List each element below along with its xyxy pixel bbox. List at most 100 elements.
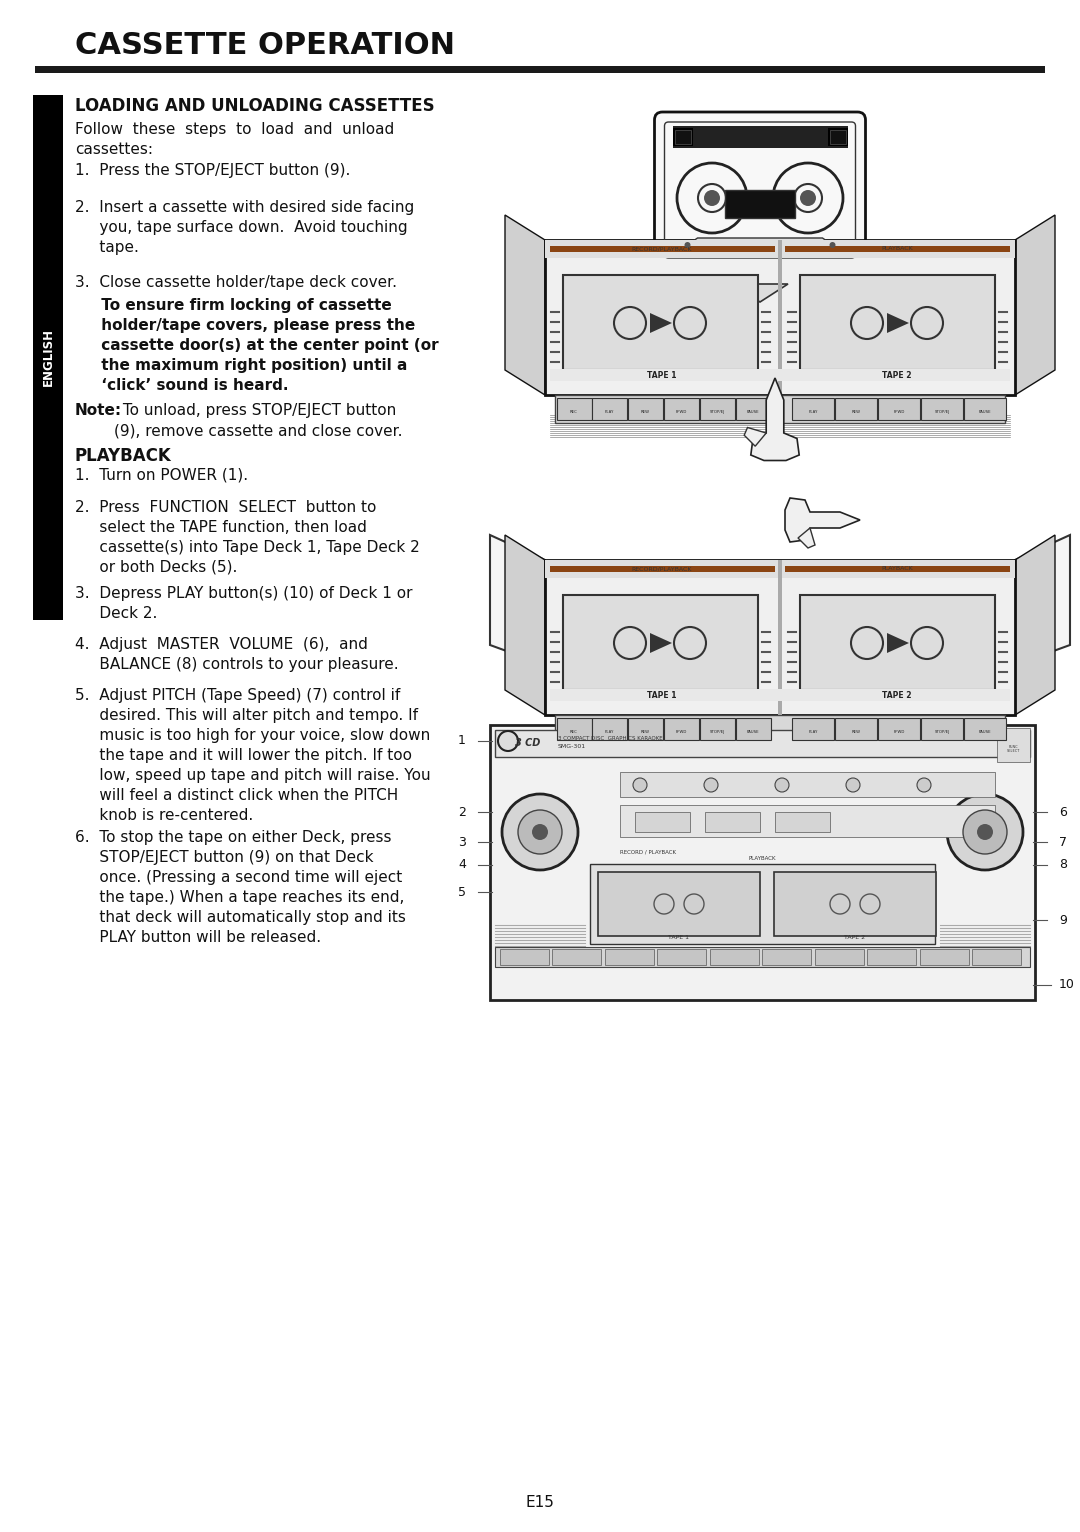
Bar — [878, 719, 920, 740]
Bar — [500, 948, 549, 965]
Text: 6: 6 — [1059, 806, 1067, 818]
Text: cassettes:: cassettes: — [75, 142, 153, 156]
Bar — [835, 398, 877, 420]
Text: BALANCE (8) controls to your pleasure.: BALANCE (8) controls to your pleasure. — [75, 657, 399, 673]
Text: 2: 2 — [458, 806, 465, 818]
Bar — [829, 130, 846, 144]
Text: PLAYBACK: PLAYBACK — [881, 567, 913, 571]
Bar — [673, 126, 848, 149]
Text: Follow  these  steps  to  load  and  unload: Follow these steps to load and unload — [75, 123, 394, 136]
Text: desired. This will alter pitch and tempo. If: desired. This will alter pitch and tempo… — [75, 708, 418, 723]
Text: FFWD: FFWD — [675, 731, 687, 734]
Bar — [835, 719, 877, 740]
Bar — [620, 804, 995, 836]
Text: REW: REW — [851, 731, 861, 734]
Text: 3.  Close cassette holder/tape deck cover.: 3. Close cassette holder/tape deck cover… — [75, 276, 397, 290]
Text: 2.  Press  FUNCTION  SELECT  button to: 2. Press FUNCTION SELECT button to — [75, 499, 376, 515]
Bar — [590, 864, 935, 944]
Circle shape — [775, 778, 789, 792]
Text: 10: 10 — [1059, 979, 1075, 991]
Text: 1.  Turn on POWER (1).: 1. Turn on POWER (1). — [75, 467, 248, 483]
Bar — [592, 398, 627, 420]
Circle shape — [518, 810, 562, 853]
Bar — [495, 947, 1030, 967]
Text: music is too high for your voice, slow down: music is too high for your voice, slow d… — [75, 728, 430, 743]
Polygon shape — [650, 313, 672, 332]
Circle shape — [502, 794, 578, 870]
Text: PAUSE: PAUSE — [978, 411, 991, 414]
Polygon shape — [1015, 535, 1070, 665]
Text: 3.  Depress PLAY button(s) (10) of Deck 1 or: 3. Depress PLAY button(s) (10) of Deck 1… — [75, 587, 413, 601]
Text: 2.  Insert a cassette with desired side facing: 2. Insert a cassette with desired side f… — [75, 201, 415, 214]
FancyBboxPatch shape — [654, 112, 865, 268]
Text: STOP/EJ: STOP/EJ — [934, 411, 949, 414]
Bar — [827, 129, 848, 146]
Text: PLAY: PLAY — [808, 731, 818, 734]
Bar — [557, 398, 592, 420]
Polygon shape — [490, 535, 545, 665]
Text: FFWD: FFWD — [675, 411, 687, 414]
Text: STOP/EJECT button (9) on that Deck: STOP/EJECT button (9) on that Deck — [75, 850, 374, 866]
Text: PLAYBACK: PLAYBACK — [881, 247, 913, 251]
Text: once. (Pressing a second time will eject: once. (Pressing a second time will eject — [75, 870, 402, 885]
Text: 3 COMPACT DISC  GRAPHICS KARAOKE: 3 COMPACT DISC GRAPHICS KARAOKE — [558, 737, 663, 741]
Bar — [800, 276, 995, 371]
Text: cassette(s) into Tape Deck 1, Tape Deck 2: cassette(s) into Tape Deck 1, Tape Deck … — [75, 539, 420, 555]
Text: 7: 7 — [1059, 835, 1067, 849]
Polygon shape — [650, 633, 672, 653]
Bar — [762, 948, 811, 965]
Text: knob is re-centered.: knob is re-centered. — [75, 807, 253, 823]
Bar — [664, 398, 699, 420]
Text: PLAY: PLAY — [605, 731, 613, 734]
Polygon shape — [505, 214, 545, 395]
Circle shape — [685, 242, 690, 248]
Bar — [774, 872, 936, 936]
Circle shape — [800, 190, 816, 205]
Bar — [675, 130, 690, 144]
Text: FFWD: FFWD — [893, 411, 905, 414]
Text: tape.: tape. — [75, 241, 139, 254]
Text: holder/tape covers, please press the: holder/tape covers, please press the — [75, 319, 415, 332]
Bar — [563, 276, 758, 371]
Bar — [35, 66, 1045, 74]
Polygon shape — [785, 498, 860, 542]
Text: 3 CD: 3 CD — [515, 738, 540, 748]
Bar — [605, 948, 654, 965]
Bar — [735, 398, 771, 420]
Polygon shape — [744, 427, 766, 446]
Bar — [550, 565, 775, 571]
Text: select the TAPE function, then load: select the TAPE function, then load — [75, 519, 367, 535]
Circle shape — [977, 824, 993, 840]
Circle shape — [917, 778, 931, 792]
Text: will feel a distinct click when the PITCH: will feel a distinct click when the PITC… — [75, 787, 399, 803]
Bar — [800, 594, 995, 689]
Bar — [725, 190, 795, 218]
Text: PLAYBACK: PLAYBACK — [748, 856, 775, 861]
Text: PLAY: PLAY — [605, 411, 613, 414]
Text: STOP/EJ: STOP/EJ — [934, 731, 949, 734]
Bar — [627, 398, 663, 420]
Circle shape — [829, 242, 836, 248]
Bar — [545, 561, 1015, 715]
Text: PLAY: PLAY — [808, 411, 818, 414]
Bar — [664, 719, 699, 740]
Text: 9: 9 — [1059, 913, 1067, 927]
Text: TAPE 2: TAPE 2 — [882, 371, 912, 380]
Bar — [705, 812, 760, 832]
Bar — [700, 719, 735, 740]
Bar — [785, 247, 1010, 251]
Bar — [972, 948, 1021, 965]
Text: RECORD/PLAYBACK: RECORD/PLAYBACK — [632, 567, 692, 571]
Bar — [598, 872, 760, 936]
Text: REC: REC — [570, 731, 578, 734]
Text: REW: REW — [851, 411, 861, 414]
Text: TAPE 2: TAPE 2 — [845, 935, 865, 941]
Text: low, speed up tape and pitch will raise. You: low, speed up tape and pitch will raise.… — [75, 768, 431, 783]
Bar — [555, 395, 1005, 423]
Text: REC: REC — [570, 411, 578, 414]
Text: 3: 3 — [458, 835, 465, 849]
Text: TAPE 1: TAPE 1 — [669, 935, 689, 941]
Circle shape — [633, 778, 647, 792]
Polygon shape — [1015, 535, 1055, 715]
Circle shape — [498, 731, 518, 751]
